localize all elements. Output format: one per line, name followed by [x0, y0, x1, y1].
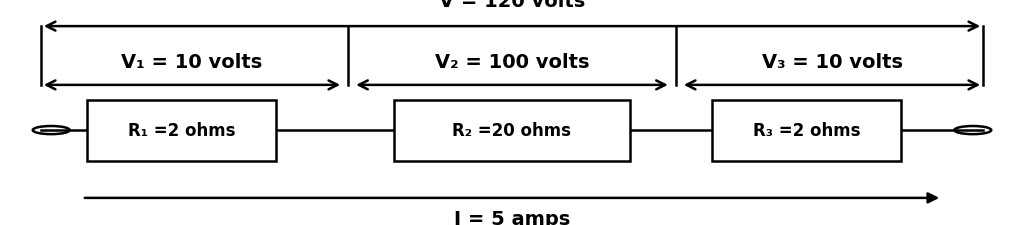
Text: R₁ =2 ohms: R₁ =2 ohms [128, 122, 236, 140]
Text: R₃ =2 ohms: R₃ =2 ohms [753, 122, 860, 140]
Text: V = 120 volts: V = 120 volts [439, 0, 585, 11]
Text: I = 5 amps: I = 5 amps [454, 209, 570, 225]
Text: V₃ = 10 volts: V₃ = 10 volts [762, 53, 902, 72]
Bar [712, 100, 901, 161]
Text: V₂ = 100 volts: V₂ = 100 volts [435, 53, 589, 72]
Bar [394, 100, 630, 161]
Text: R₂ =20 ohms: R₂ =20 ohms [453, 122, 571, 140]
Text: V₁ = 10 volts: V₁ = 10 volts [122, 53, 262, 72]
Bar [87, 100, 276, 161]
